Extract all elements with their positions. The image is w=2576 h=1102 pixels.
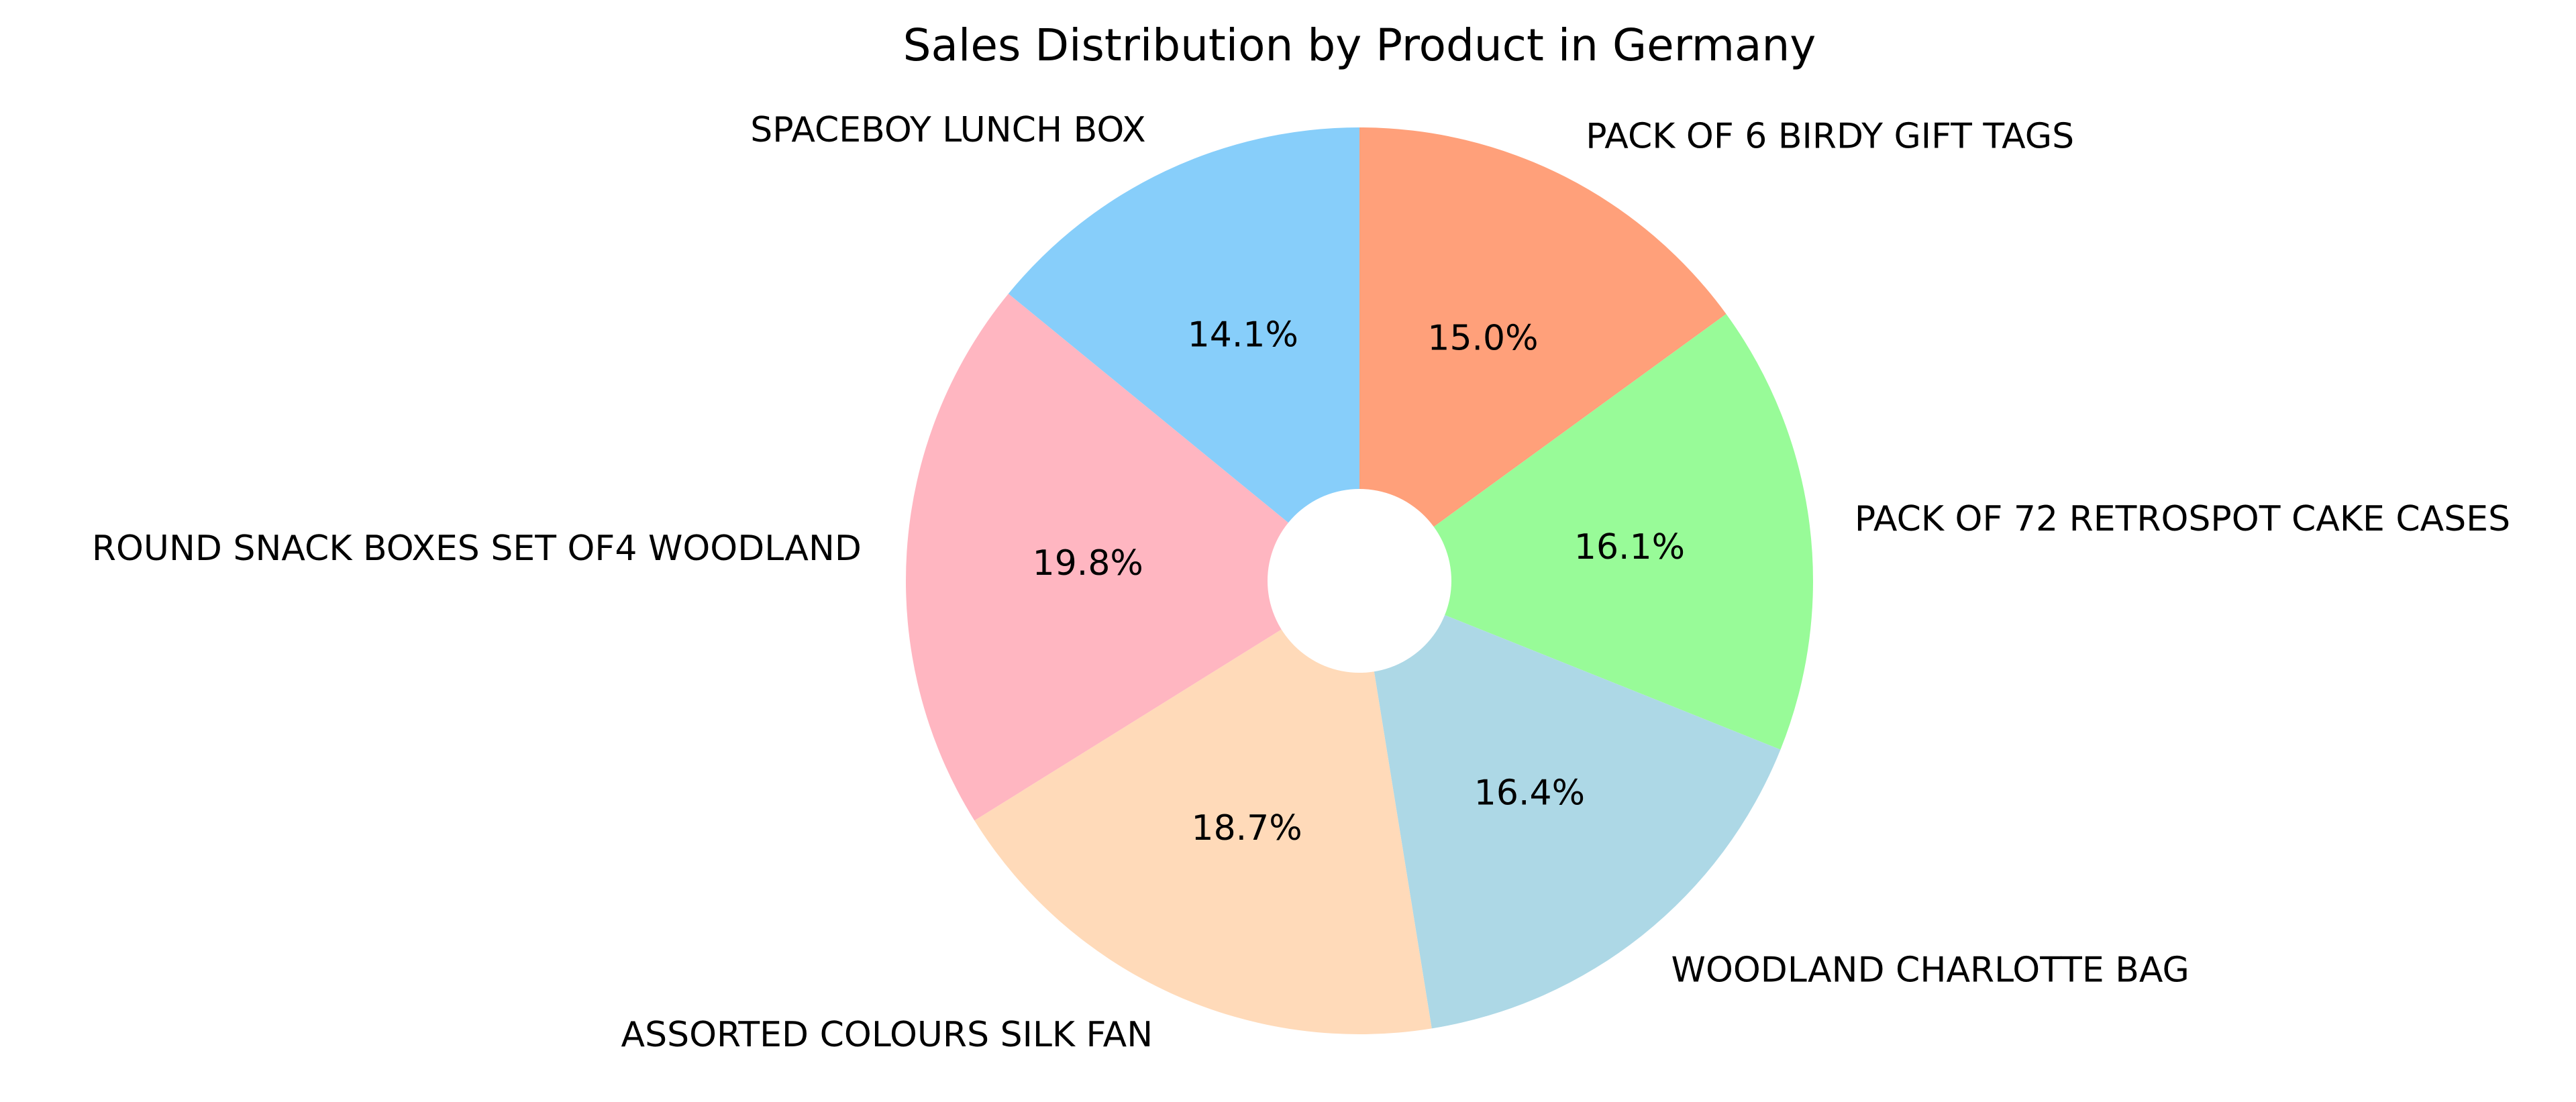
pie-slice xyxy=(906,293,1359,821)
pie-slice xyxy=(1359,581,1781,1029)
slice-category-label: WOODLAND CHARLOTTE BAG xyxy=(1671,950,2189,991)
slice-category-label: ASSORTED COLOURS SILK FAN xyxy=(621,1015,1153,1055)
slice-category-label: ROUND SNACK BOXES SET OF4 WOODLAND xyxy=(92,529,862,569)
slice-percentage-label: 16.1% xyxy=(1574,527,1685,567)
slice-percentage-label: 18.7% xyxy=(1191,808,1302,848)
slice-labels: PACK OF 6 BIRDY GIFT TAGS PACK OF 72 RETR… xyxy=(92,110,2510,1055)
slice-percentage-label: 16.4% xyxy=(1474,773,1585,814)
slice-category-label: PACK OF 72 RETROSPOT CAKE CASES xyxy=(1855,499,2510,539)
pie-slice xyxy=(1359,314,1814,750)
slice-percentage-label: 15.0% xyxy=(1427,319,1538,359)
slice-percentage-label: 14.1% xyxy=(1188,315,1298,355)
pie-slice xyxy=(1008,127,1359,581)
slice-category-label: SPACEBOY LUNCH BOX xyxy=(750,110,1145,150)
slice-category-label: PACK OF 6 BIRDY GIFT TAGS xyxy=(1586,116,2074,156)
percentage-labels: 15.0% 16.1% 16.4% 18.7% 19.8% 14.1% xyxy=(1033,315,1685,848)
slice-percentage-label: 19.8% xyxy=(1033,543,1143,584)
pie-slice xyxy=(974,581,1432,1034)
donut-hole xyxy=(1268,489,1451,673)
slices-group xyxy=(906,127,1814,1034)
chart-title: Sales Distribution by Product in Germany xyxy=(903,19,1816,71)
pie-slice xyxy=(1359,127,1727,581)
